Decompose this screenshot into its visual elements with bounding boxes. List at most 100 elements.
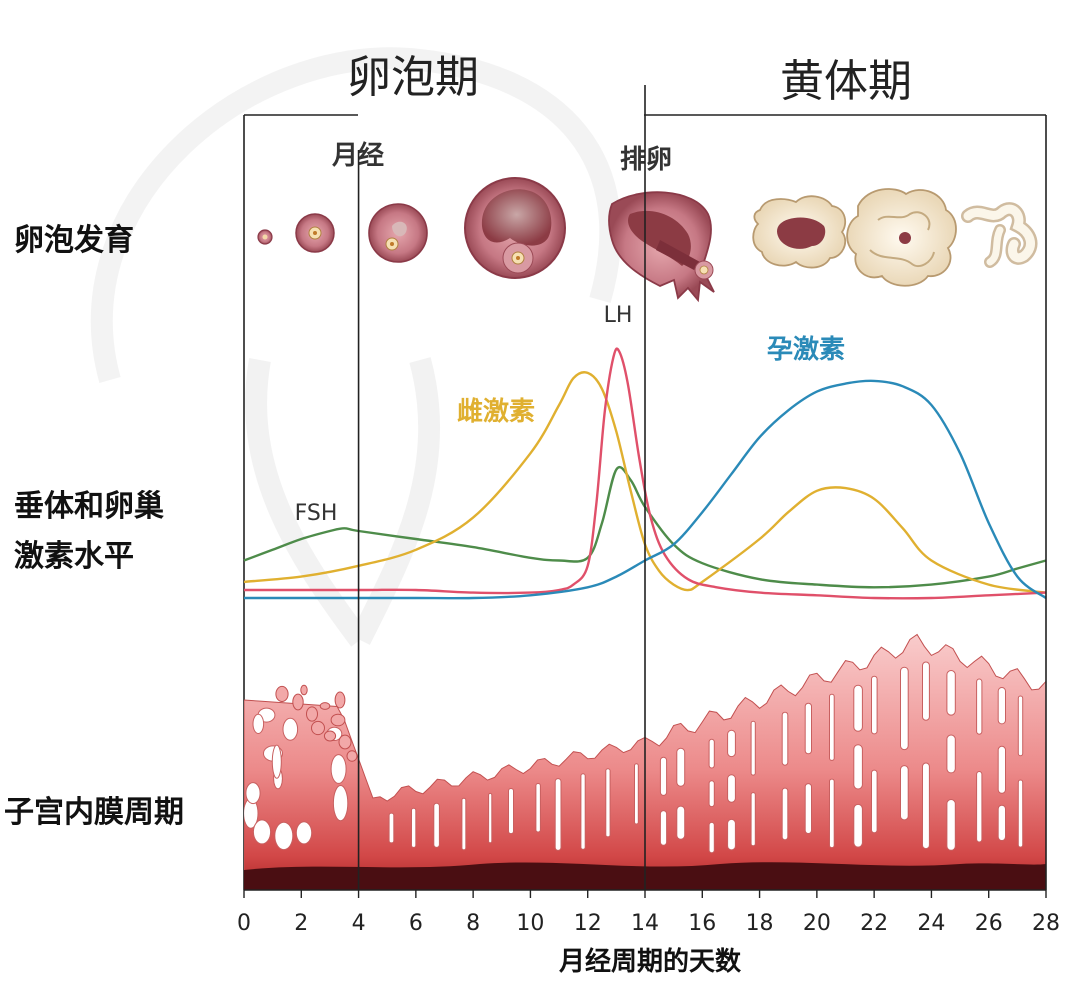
endometrium-gland [922, 661, 930, 721]
endometrium-gland [388, 812, 395, 844]
row-label-endometrial-cycle: 子宫内膜周期 [4, 795, 184, 830]
endometrium-gland [976, 678, 983, 735]
series-label-estrogen: 雌激素 [457, 396, 535, 427]
x-tick-label: 0 [237, 911, 251, 936]
x-tick-label: 6 [409, 911, 423, 936]
endometrium-gland [282, 717, 299, 741]
endometrium-gland [535, 783, 541, 833]
phase-label-luteal: 黄体期 [780, 56, 912, 107]
endometrium-gland [252, 713, 265, 735]
endometrium-gland [411, 807, 417, 848]
corpus-albicans-illustration [961, 202, 1038, 268]
endometrium-fragment [275, 685, 289, 703]
endometrium-gland [708, 780, 715, 808]
endometrium-gland [659, 756, 668, 796]
hormone-curves [243, 347, 1047, 600]
x-tick-label: 20 [803, 911, 831, 936]
endometrium-gland [1017, 695, 1024, 757]
follicle-antral-illustration [464, 177, 566, 279]
follicle-ovulating-illustration [608, 191, 715, 303]
endometrium-gland [252, 819, 272, 845]
x-axis-label: 月经周期的天数 [558, 946, 742, 977]
x-tick-label: 18 [746, 911, 774, 936]
row-label-hormones-line2: 激素水平 [14, 539, 134, 574]
x-tick-label: 26 [975, 911, 1003, 936]
endometrium-gland [853, 803, 863, 848]
follicle-development-row [257, 177, 1038, 303]
follicle-secondary-illustration [368, 203, 428, 263]
endometrium-glands [244, 661, 1024, 854]
event-label-ovulation: 排卵 [620, 145, 672, 175]
endometrium-fragment [292, 693, 304, 711]
endometrium-fragment [338, 734, 352, 750]
follicle-primary-illustration [295, 213, 335, 253]
endometrium-gland [708, 738, 715, 769]
x-tick-label: 14 [631, 911, 659, 936]
endometrium-gland [676, 805, 686, 840]
x-axis: 0 2 4 6 8 10 12 14 16 18 20 22 24 26 28 [237, 889, 1060, 936]
endometrium-gland [829, 693, 835, 761]
series-line-lh [244, 347, 1047, 600]
phase-label-follicular: 卵泡期 [347, 52, 479, 103]
x-tick-label: 16 [688, 911, 716, 936]
endometrium-gland [804, 783, 813, 834]
endometrium-gland [727, 818, 736, 851]
x-tick-label: 10 [516, 911, 544, 936]
endometrium-gland [976, 771, 983, 843]
row-label-hormones-line1: 垂体和卵巢 [14, 489, 164, 524]
endometrium-gland [750, 720, 756, 776]
endometrium-gland [708, 821, 715, 854]
endometrium-gland [946, 799, 956, 851]
corpus-luteum-early-illustration [752, 195, 847, 269]
endometrium-fragment [319, 702, 331, 710]
phase-dividers [357, 85, 1047, 890]
endometrium-fragment [334, 691, 346, 709]
x-tick-label: 28 [1032, 911, 1060, 936]
endometrium-gland [676, 747, 686, 787]
endometrium-gland [871, 769, 878, 834]
endometrium-fragment [323, 730, 337, 742]
endometrium-gland [946, 670, 956, 716]
endometrium-fragment [346, 750, 358, 762]
corpus-luteum-mature-illustration [846, 188, 957, 287]
endometrium-gland [332, 785, 349, 822]
endometrium-fragment [300, 684, 308, 696]
endometrium-gland [853, 744, 863, 790]
endometrium-gland [804, 702, 813, 755]
x-tick-label: 2 [294, 911, 308, 936]
endometrium-gland [727, 774, 736, 803]
endometrium-gland [634, 763, 639, 825]
endometrium-gland [1017, 779, 1024, 848]
endometrium-gland [900, 765, 909, 821]
x-tick-label: 22 [860, 911, 888, 936]
endometrium-gland [554, 778, 562, 851]
x-tick-label: 8 [466, 911, 480, 936]
endometrium-gland [245, 782, 261, 805]
endometrium-gland [853, 684, 863, 732]
endometrium-gland [750, 792, 756, 847]
endometrium-shedding-fragments [275, 684, 358, 762]
event-label-menses: 月经 [331, 140, 384, 171]
endometrium-gland [781, 787, 789, 841]
endometrium-gland [659, 810, 668, 846]
endometrium-fragment [330, 713, 346, 727]
series-label-progesterone: 孕激素 [767, 334, 845, 365]
endometrium-gland [997, 804, 1007, 842]
series-line-fsh [243, 465, 1047, 589]
endometrium-gland [274, 821, 294, 851]
row-label-follicle-development: 卵泡发育 [14, 223, 134, 258]
endometrium-gland [508, 788, 514, 835]
x-tick-label: 24 [917, 911, 945, 936]
endometrium-gland [727, 729, 736, 758]
endometrium-gland [295, 821, 313, 845]
endometrium-gland [946, 734, 956, 774]
endometrium-gland [871, 675, 878, 735]
series-line-progesterone [244, 379, 1047, 600]
series-label-lh: LH [604, 303, 633, 328]
endometrium-gland [580, 773, 586, 850]
endometrium-gland [433, 802, 440, 848]
endometrium-gland [997, 687, 1007, 725]
x-tick-label: 4 [352, 911, 366, 936]
endometrium-gland [781, 711, 789, 766]
